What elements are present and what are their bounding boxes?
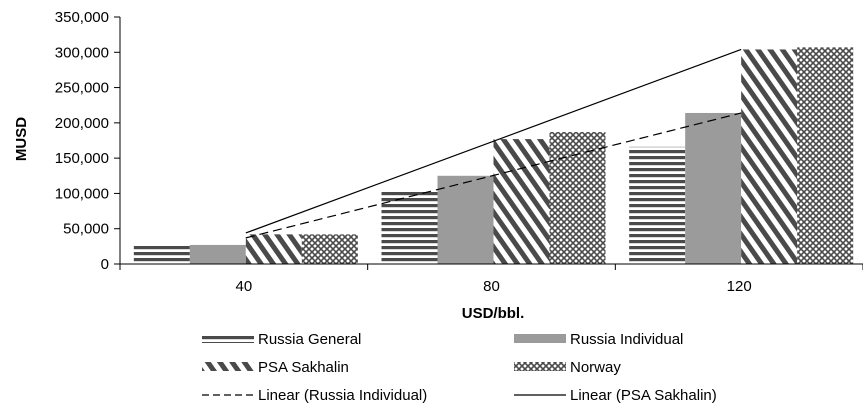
legend-swatch [514, 362, 566, 371]
bar-russia-individual-80 [437, 175, 494, 264]
legend: Russia General Russia Individual PSA Sakha… [202, 331, 717, 404]
y-tick-label: 100,000 [55, 185, 109, 202]
legend-label: Norway [570, 359, 621, 376]
trendline-linear-russia-individual [245, 112, 742, 239]
y-tick-label: 250,000 [55, 80, 109, 97]
legend-item-linear-russia-individual: Linear (Russia Individual) [202, 387, 427, 404]
legend-label: Linear (PSA Sakhalin) [570, 387, 717, 404]
x-tick-label: 120 [727, 278, 752, 295]
axes [119, 17, 863, 265]
legend-swatch [202, 362, 254, 371]
y-tick-label: 0 [101, 256, 109, 273]
legend-item-norway: Norway [514, 359, 621, 376]
legend-label: Linear (Russia Individual) [258, 387, 427, 404]
x-tick-labels: 40 80 120 [119, 264, 863, 295]
legend-label: Russia Individual [570, 331, 683, 348]
bar-russia-general-40 [133, 245, 190, 264]
y-tick-label: 200,000 [55, 115, 109, 132]
trendlines [245, 48, 742, 239]
x-axis-title: USD/bbl. [462, 305, 525, 322]
x-tick-label: 40 [235, 278, 252, 295]
bar-russia-individual-40 [189, 244, 246, 264]
bar-russia-individual-120 [685, 112, 742, 264]
legend-item-russia-general: Russia General [202, 331, 361, 348]
legend-label: Russia General [258, 331, 361, 348]
y-tick-label: 350,000 [55, 9, 109, 26]
bar-norway-40 [301, 234, 358, 264]
bar-norway-80 [549, 132, 606, 264]
legend-item-russia-individual: Russia Individual [514, 331, 683, 348]
legend-item-psa-sakhalin: PSA Sakhalin [202, 359, 349, 376]
bars [133, 47, 854, 264]
legend-label: PSA Sakhalin [258, 359, 349, 376]
y-tick-label: 300,000 [55, 44, 109, 61]
bar-norway-120 [797, 47, 854, 264]
legend-swatch [202, 334, 254, 343]
bar-russia-general-120 [629, 146, 686, 264]
bar-psa-sakhalin-80 [493, 139, 550, 264]
bar-russia-general-80 [381, 191, 438, 264]
bar-psa-sakhalin-40 [245, 234, 302, 264]
bar-psa-sakhalin-120 [741, 49, 798, 264]
y-tick-labels: 0 50,000 100,000 150,000 200,000 250,000 300,0… [55, 9, 120, 273]
y-axis-title: MUSD [13, 117, 30, 161]
trendline-linear-psa-sakhalin [245, 48, 742, 234]
x-tick-label: 80 [483, 278, 500, 295]
y-tick-label: 50,000 [63, 221, 109, 238]
y-tick-label: 150,000 [55, 150, 109, 167]
legend-item-linear-psa-sakhalin: Linear (PSA Sakhalin) [514, 387, 717, 404]
legend-swatch [514, 334, 566, 343]
